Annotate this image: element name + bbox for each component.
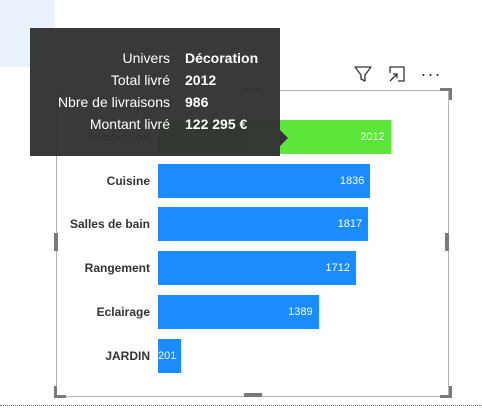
- data-label: 1389: [288, 305, 313, 318]
- resize-handle-top-right[interactable]: [440, 88, 452, 100]
- tooltip-row: Nbre de livraisons 986: [30, 92, 280, 112]
- tooltip-pointer: [280, 130, 288, 146]
- page-boundary: [0, 405, 482, 406]
- visual-header-toolbar: ···: [350, 63, 446, 85]
- data-label: 2012: [360, 131, 385, 143]
- tooltip-key: Total livré: [110, 72, 170, 88]
- resize-handle-bottom-left[interactable]: [54, 386, 66, 398]
- tooltip: Univers Décoration Total livré 2012 Nbre…: [30, 28, 280, 156]
- bar[interactable]: [158, 207, 369, 242]
- tooltip-row: Montant livré 122 295 €: [30, 114, 280, 134]
- more-options-button[interactable]: ···: [420, 63, 442, 85]
- tooltip-key: Montant livré: [89, 116, 170, 132]
- tooltip-value: 2012: [185, 72, 217, 88]
- bar[interactable]: [158, 338, 182, 373]
- data-label: 201: [158, 349, 177, 362]
- resize-handle-bottom-right[interactable]: [440, 386, 452, 398]
- tooltip-value: 986: [185, 94, 209, 110]
- category-label: Salles de bain: [69, 217, 150, 232]
- tooltip-key: Nbre de livraisons: [57, 94, 170, 110]
- bar[interactable]: [158, 251, 356, 286]
- resize-handle-left[interactable]: [54, 233, 58, 251]
- tooltip-row: Univers Décoration: [30, 48, 280, 68]
- filter-icon[interactable]: [352, 63, 374, 85]
- category-label: Cuisine: [106, 173, 150, 188]
- data-label: 1817: [337, 218, 363, 231]
- tooltip-key: Univers: [122, 50, 170, 66]
- category-label: Rangement: [84, 261, 150, 276]
- tooltip-value: Décoration: [185, 50, 259, 66]
- category-label: Eclairage: [96, 304, 150, 319]
- bar[interactable]: [158, 163, 371, 198]
- data-label: 1712: [325, 262, 350, 275]
- tooltip-value: 122 295 €: [185, 116, 248, 132]
- more-options-label: ···: [420, 64, 442, 84]
- data-label: 1836: [339, 174, 365, 187]
- tooltip-row: Total livré 2012: [30, 70, 280, 90]
- focus-mode-icon[interactable]: [386, 63, 408, 85]
- category-label: JARDIN: [105, 348, 150, 363]
- bar[interactable]: [158, 294, 319, 329]
- resize-handle-bottom[interactable]: [244, 393, 262, 397]
- resize-handle-right[interactable]: [445, 233, 449, 251]
